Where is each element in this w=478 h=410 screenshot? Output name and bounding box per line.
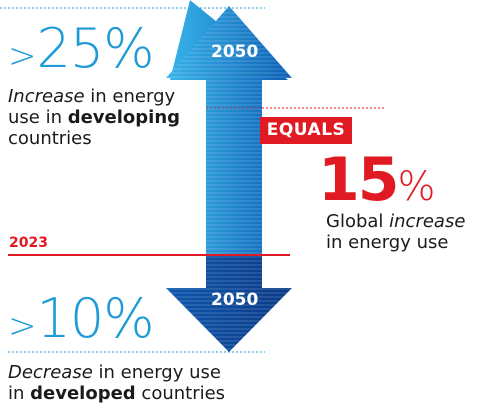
bottom-percent-group: >10%	[8, 292, 155, 346]
result-unit: %	[397, 164, 436, 210]
bottom-desc-italic: Decrease	[8, 362, 93, 383]
result-percent-group: 15%	[318, 150, 436, 210]
top-desc-italic: Increase	[8, 86, 85, 107]
top-desc-bold: developing	[67, 107, 181, 128]
bottom-description: Decrease in energy use in developed coun…	[8, 362, 225, 404]
result-desc-line2: in energy use	[326, 232, 449, 253]
bottom-percent-value: 10%	[36, 287, 155, 350]
top-description: Increase in energy use in developing cou…	[8, 86, 180, 149]
arrow-stripes	[206, 78, 262, 288]
top-desc-line3: countries	[8, 128, 92, 149]
top-gt-sign: >	[8, 36, 37, 76]
arrow-stripes-head	[166, 6, 292, 78]
bottom-desc-bold: developed	[30, 383, 136, 404]
top-arrow-year: 2050	[211, 42, 259, 62]
top-percent-group: >25%	[8, 22, 155, 76]
top-desc-line2-start: use in	[8, 107, 68, 128]
baseline-year-label: 2023	[9, 235, 48, 251]
bottom-desc-line2-end: countries	[135, 383, 226, 404]
top-desc-line1: in energy	[84, 86, 176, 107]
arrow-stripes-tail	[166, 288, 292, 352]
result-desc-start: Global	[326, 211, 390, 232]
result-description: Global increase in energy use	[326, 211, 465, 253]
bottom-desc-line1: in energy use	[92, 362, 221, 383]
bottom-desc-line2-start: in	[8, 383, 31, 404]
bottom-gt-sign: >	[8, 306, 37, 346]
bottom-arrow-year: 2050	[211, 290, 259, 310]
top-percent-value: 25%	[36, 17, 155, 80]
equals-badge: EQUALS	[260, 117, 352, 144]
result-value: 15	[318, 145, 399, 215]
result-desc-italic: increase	[389, 211, 466, 232]
